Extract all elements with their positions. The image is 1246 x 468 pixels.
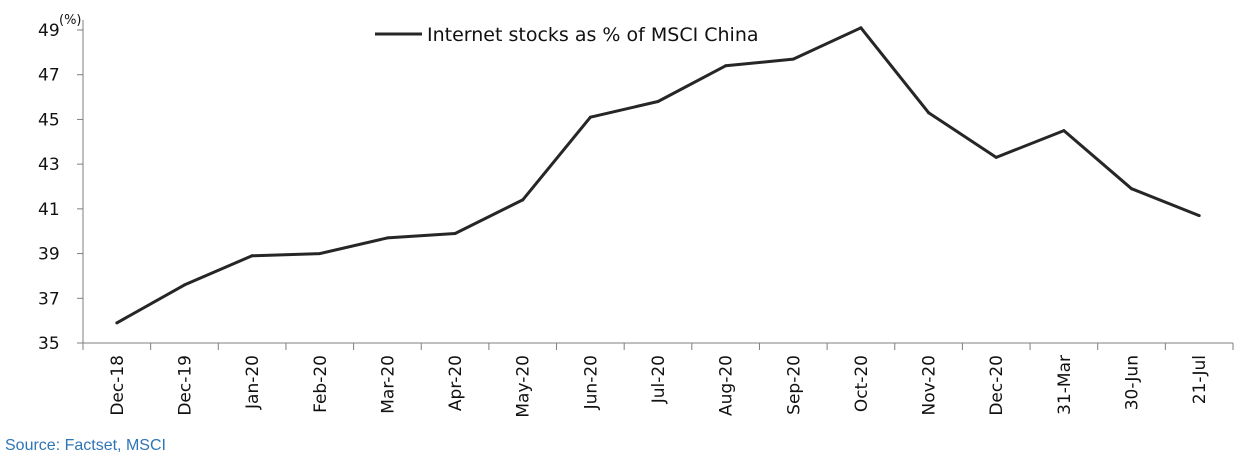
x-tick-label: Nov-20 — [920, 355, 940, 416]
y-tick-label: 35 — [38, 334, 60, 354]
series-group — [115, 26, 1201, 325]
data-point — [453, 231, 457, 235]
data-point — [927, 111, 931, 115]
x-tick-label: Feb-20 — [311, 355, 331, 413]
x-tick-label: Aug-20 — [717, 355, 737, 416]
data-point — [521, 198, 525, 202]
x-tick-label: 30-Jun — [1123, 355, 1143, 410]
x-tick-label: Jan-20 — [243, 355, 263, 410]
data-point — [385, 236, 389, 240]
y-unit-label: (%) — [59, 13, 82, 28]
legend-label: Internet stocks as % of MSCI China — [427, 24, 759, 46]
x-tick-label: Apr-20 — [446, 355, 466, 411]
x-tick-label: Dec-18 — [108, 355, 128, 416]
x-tick-label: Sep-20 — [784, 355, 804, 415]
data-point — [1197, 214, 1201, 218]
y-tick-label: 47 — [38, 66, 60, 86]
y-tick-label: 49 — [38, 21, 60, 41]
x-tick-label: Jun-20 — [581, 355, 601, 410]
data-point — [994, 155, 998, 159]
y-tick-label: 41 — [38, 200, 60, 220]
data-point — [115, 321, 119, 325]
x-tick-label: 21-Jul — [1190, 355, 1210, 404]
data-point — [588, 115, 592, 119]
data-point — [656, 100, 660, 104]
data-point — [1062, 129, 1066, 133]
x-tick-label: Dec-20 — [987, 355, 1007, 416]
x-axis: Dec-18 Dec-19 Jan-20 Feb-20 Mar-20 Apr-20 May-… — [82, 342, 1234, 418]
x-tick-label: Mar-20 — [378, 355, 398, 414]
series-line — [116, 26, 1200, 325]
data-point — [724, 64, 728, 68]
x-tick-label: Dec-19 — [175, 355, 195, 416]
legend: Internet stocks as % of MSCI China — [375, 24, 759, 46]
y-tick-label: 43 — [38, 155, 60, 175]
source-note: Source: Factset, MSCI — [5, 437, 166, 454]
data-point — [859, 26, 863, 30]
x-tick-label: Oct-20 — [852, 355, 872, 412]
data-point — [1130, 187, 1134, 191]
y-tick-label: 37 — [38, 289, 60, 309]
data-point — [182, 283, 186, 287]
x-tick-label: 31-Mar — [1055, 355, 1075, 415]
y-tick-label: 45 — [38, 110, 60, 130]
data-point — [791, 57, 795, 61]
data-point — [250, 254, 254, 258]
data-point — [318, 252, 322, 256]
x-tick-label: Jul-20 — [649, 355, 669, 404]
y-axis: 35 37 39 41 43 45 47 49(%) — [38, 13, 84, 354]
x-tick-label: May-20 — [514, 355, 534, 418]
y-tick-label: 39 — [38, 245, 60, 265]
